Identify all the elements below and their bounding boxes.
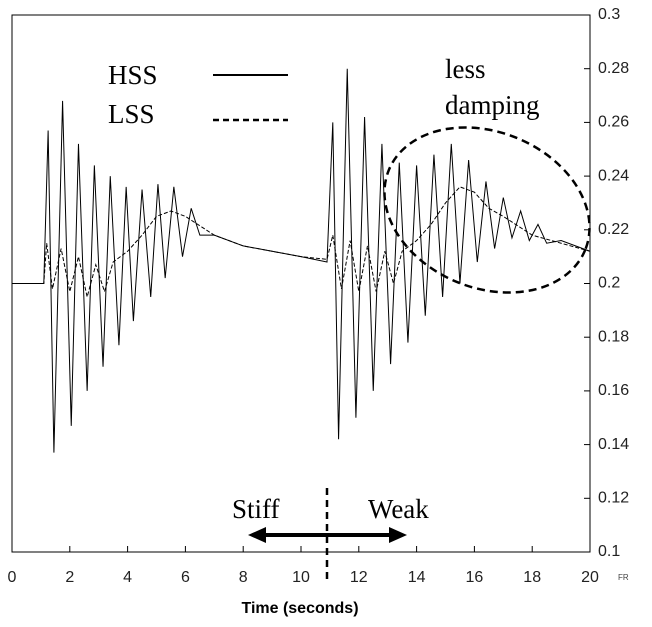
- x-tick-label: 16: [466, 569, 484, 586]
- series-line: [12, 186, 591, 298]
- y-tick-label: 0.24: [598, 167, 629, 184]
- legend-label: LSS: [108, 99, 155, 129]
- y-tick-label: 0.12: [598, 490, 629, 507]
- x-tick-label: 4: [123, 569, 132, 586]
- annotation: Weak: [368, 494, 429, 524]
- y-tick-label: 0.3: [598, 6, 620, 23]
- highlight-ellipse: [383, 126, 591, 294]
- x-tick-label: 8: [239, 569, 248, 586]
- x-tick-label: 18: [523, 569, 541, 586]
- legend-label: HSS: [108, 60, 158, 90]
- arrow-head: [248, 527, 266, 543]
- y-tick-label: 0.14: [598, 436, 629, 453]
- annotation: Stiff: [232, 494, 280, 524]
- x-tick-label: 14: [408, 569, 426, 586]
- y-tick-label: 0.22: [598, 221, 629, 238]
- series-line: [12, 68, 591, 453]
- y-tick-label: 0.18: [598, 328, 629, 345]
- arrow-head: [389, 527, 407, 543]
- y-tick-label: 0.28: [598, 60, 629, 77]
- x-tick-label: 20: [581, 569, 599, 586]
- y-tick-label: 0.26: [598, 114, 629, 131]
- x-tick-label: 2: [65, 569, 74, 586]
- y-tick-label: 0.16: [598, 382, 629, 399]
- x-tick-label: 6: [181, 569, 190, 586]
- x-tick-label: 0: [8, 569, 17, 586]
- annotation: damping: [445, 90, 540, 120]
- annotation: less: [445, 54, 486, 84]
- y-tick-label: 0.2: [598, 275, 620, 292]
- x-tick-label: 12: [350, 569, 368, 586]
- corner-label: FR: [618, 573, 629, 582]
- x-tick-label: 10: [292, 569, 310, 586]
- y-tick-label: 0.1: [598, 543, 620, 560]
- x-axis-label: Time (seconds): [241, 600, 358, 617]
